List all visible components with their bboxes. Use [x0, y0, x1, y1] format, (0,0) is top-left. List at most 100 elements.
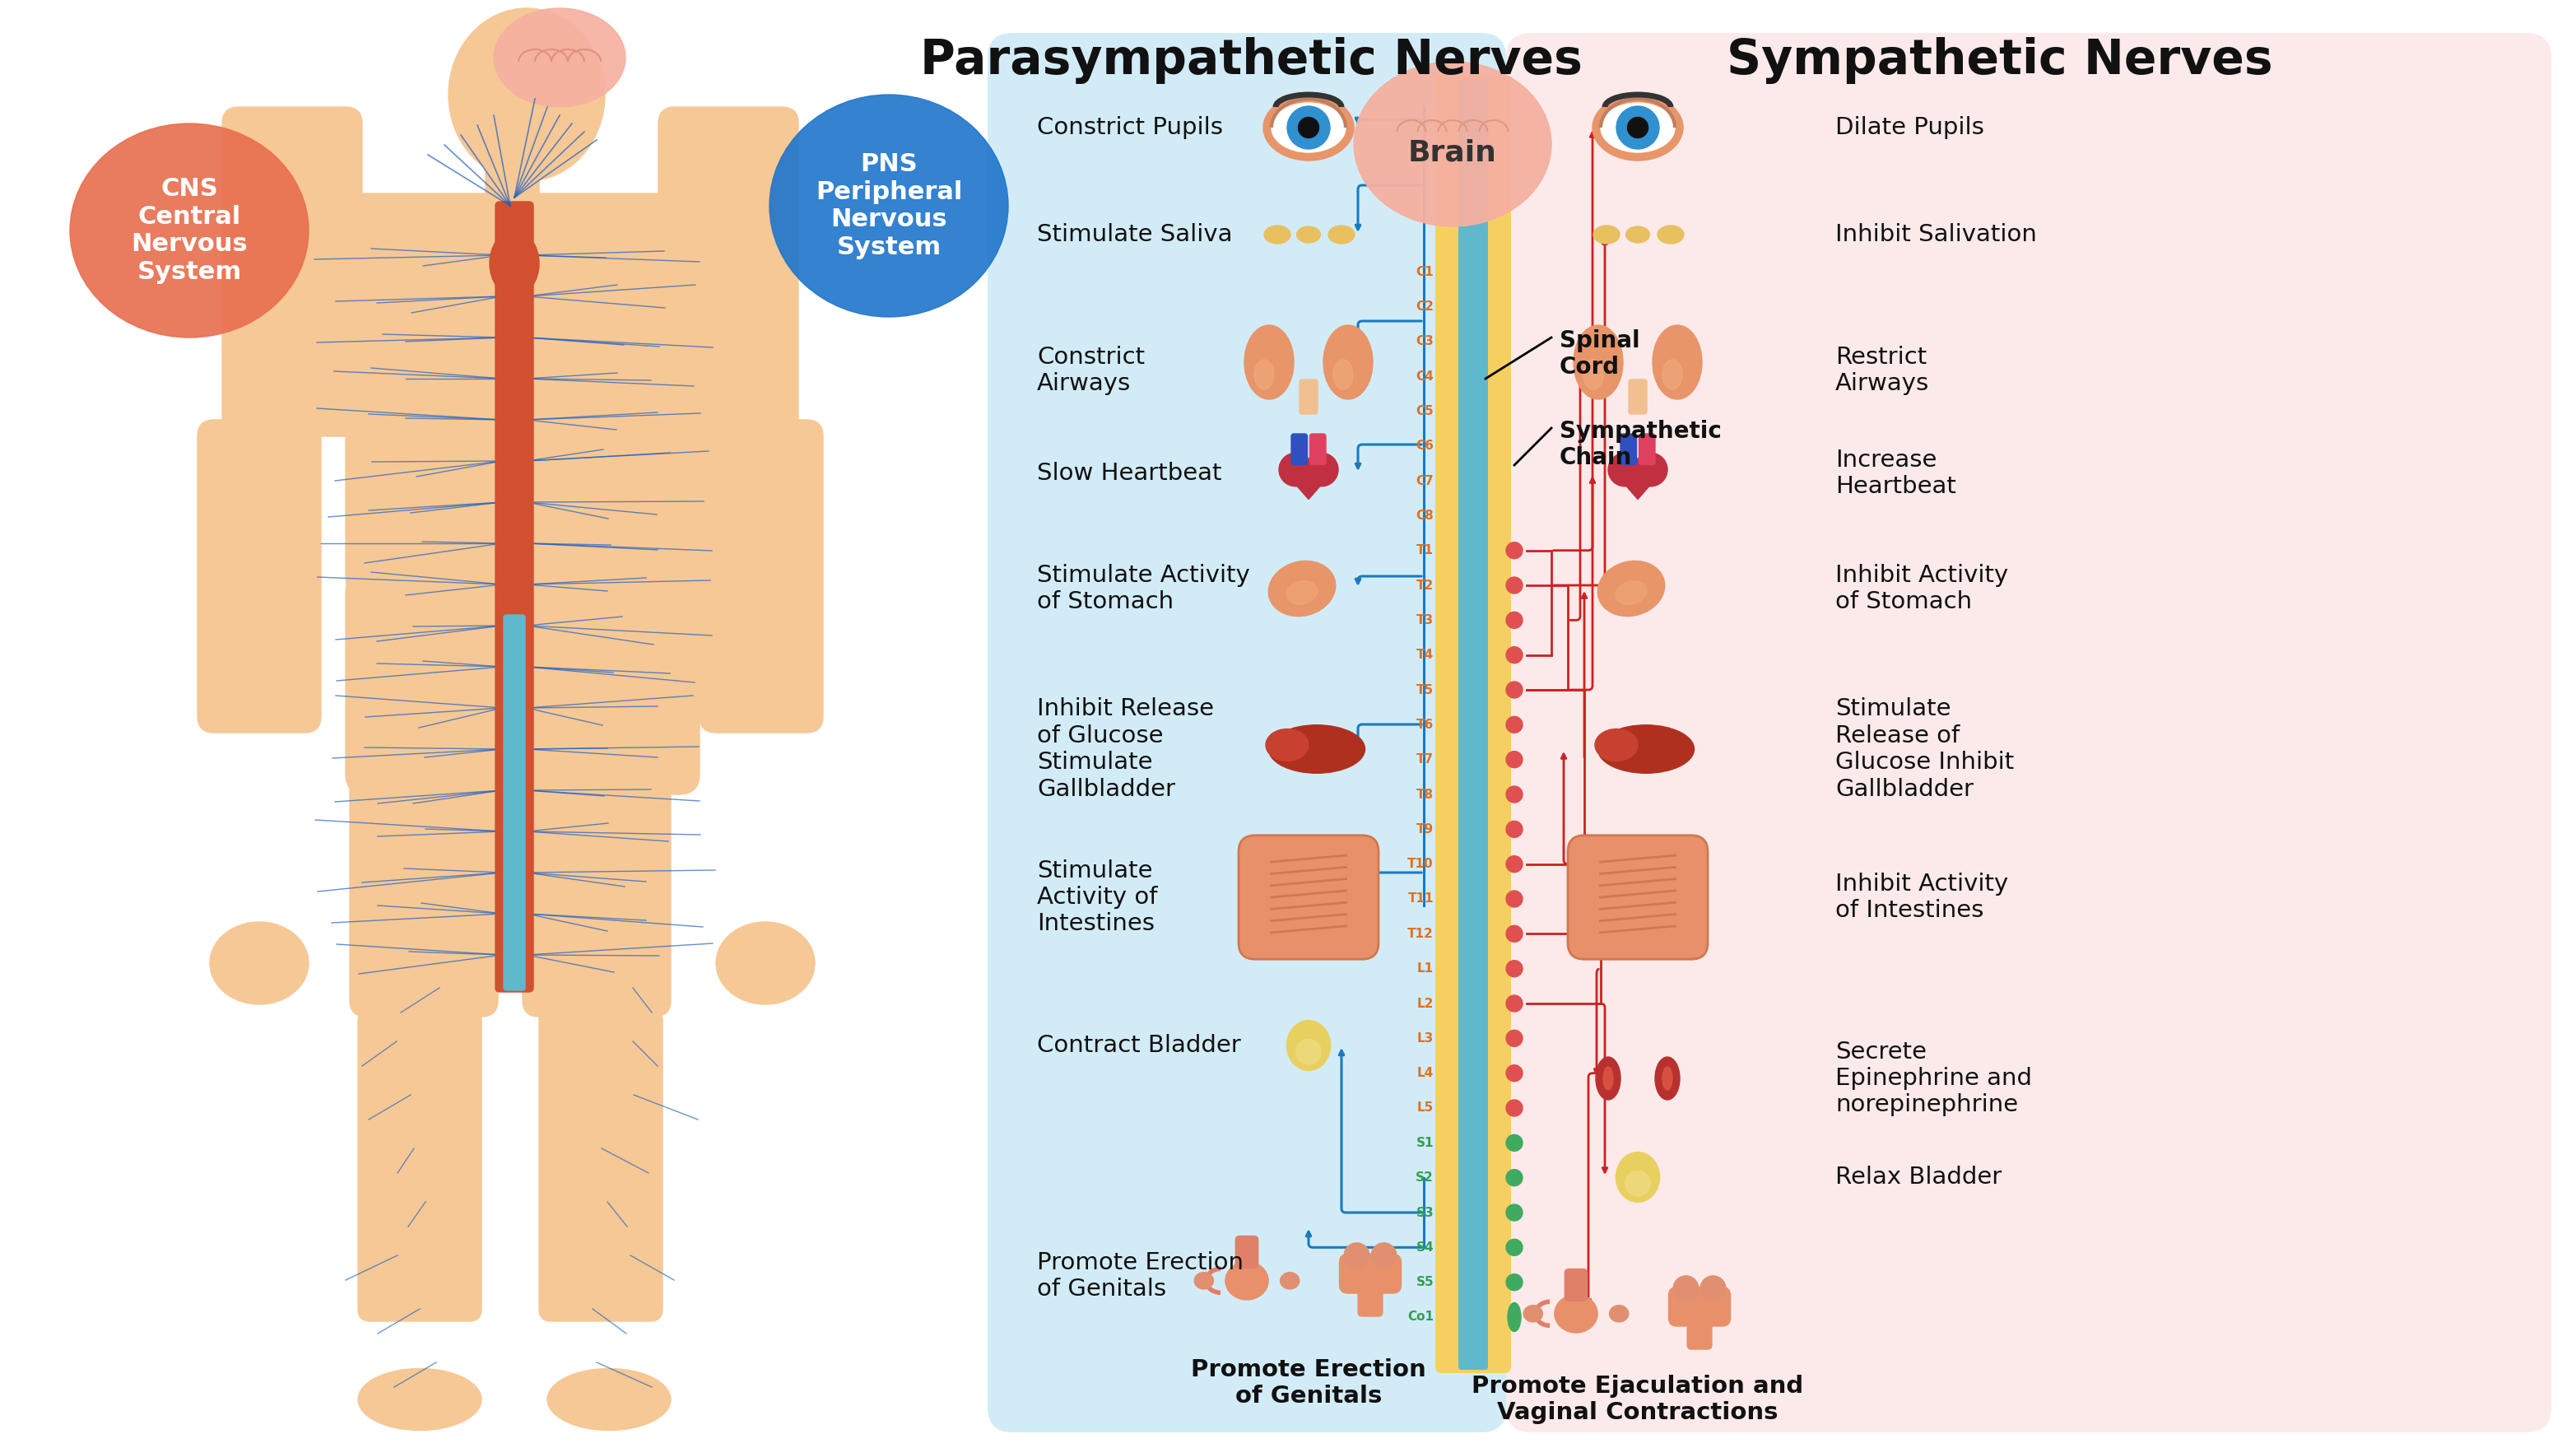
- Ellipse shape: [1285, 581, 1316, 604]
- Text: C2: C2: [1417, 300, 1435, 313]
- Ellipse shape: [1610, 1305, 1628, 1322]
- Text: C4: C4: [1417, 371, 1435, 382]
- Ellipse shape: [1602, 1067, 1613, 1090]
- Text: Sympathetic
Chain: Sympathetic Chain: [1558, 420, 1721, 469]
- Circle shape: [1507, 1135, 1522, 1151]
- Circle shape: [1674, 1276, 1698, 1302]
- Text: Promote Erection
of Genitals: Promote Erection of Genitals: [1038, 1251, 1244, 1300]
- Ellipse shape: [1280, 1273, 1298, 1289]
- FancyBboxPatch shape: [1435, 75, 1512, 1373]
- Text: L2: L2: [1417, 998, 1435, 1009]
- Ellipse shape: [489, 230, 538, 297]
- FancyBboxPatch shape: [345, 572, 701, 795]
- Ellipse shape: [1195, 1273, 1213, 1289]
- FancyBboxPatch shape: [222, 107, 363, 436]
- Text: Increase
Heartbeat: Increase Heartbeat: [1834, 449, 1955, 498]
- Ellipse shape: [1265, 226, 1291, 243]
- FancyBboxPatch shape: [1687, 1312, 1713, 1350]
- Circle shape: [1700, 1276, 1726, 1302]
- Text: L1: L1: [1417, 963, 1435, 975]
- Ellipse shape: [1255, 359, 1275, 390]
- Polygon shape: [1613, 469, 1664, 500]
- Circle shape: [1306, 453, 1337, 487]
- Text: Spinal
Cord: Spinal Cord: [1558, 329, 1641, 379]
- Circle shape: [1507, 1239, 1522, 1255]
- Ellipse shape: [1656, 226, 1685, 243]
- Text: Relax Bladder: Relax Bladder: [1834, 1166, 2002, 1189]
- Circle shape: [1507, 613, 1522, 628]
- Text: T11: T11: [1406, 893, 1435, 905]
- Text: Constrict Pupils: Constrict Pupils: [1038, 116, 1224, 139]
- Circle shape: [1507, 1170, 1522, 1186]
- Circle shape: [1507, 647, 1522, 663]
- Ellipse shape: [1625, 226, 1649, 243]
- Ellipse shape: [1296, 226, 1321, 243]
- Circle shape: [1628, 117, 1649, 138]
- Ellipse shape: [1662, 359, 1682, 390]
- Circle shape: [1507, 752, 1522, 767]
- Circle shape: [1507, 717, 1522, 733]
- Text: Stimulate
Activity of
Intestines: Stimulate Activity of Intestines: [1038, 859, 1157, 935]
- Text: C3: C3: [1417, 334, 1435, 348]
- FancyBboxPatch shape: [505, 615, 526, 990]
- FancyBboxPatch shape: [330, 201, 711, 350]
- Circle shape: [1507, 1205, 1522, 1221]
- Ellipse shape: [1273, 103, 1345, 152]
- FancyBboxPatch shape: [495, 201, 533, 992]
- Ellipse shape: [1296, 1040, 1321, 1064]
- FancyBboxPatch shape: [1309, 434, 1327, 465]
- Ellipse shape: [1654, 1057, 1680, 1100]
- Text: T3: T3: [1417, 614, 1435, 627]
- FancyBboxPatch shape: [1340, 1254, 1401, 1293]
- Ellipse shape: [1522, 1305, 1543, 1322]
- Text: L5: L5: [1417, 1102, 1435, 1114]
- Circle shape: [1345, 1242, 1370, 1268]
- Text: T5: T5: [1417, 683, 1435, 696]
- Ellipse shape: [716, 922, 814, 1005]
- FancyBboxPatch shape: [523, 670, 670, 1016]
- Text: T8: T8: [1417, 788, 1435, 801]
- FancyBboxPatch shape: [1638, 434, 1654, 465]
- Text: Contract Bladder: Contract Bladder: [1038, 1034, 1242, 1057]
- FancyBboxPatch shape: [345, 194, 701, 597]
- Ellipse shape: [1285, 1021, 1329, 1070]
- Circle shape: [1507, 925, 1522, 943]
- FancyBboxPatch shape: [1236, 1237, 1257, 1268]
- Ellipse shape: [209, 922, 309, 1005]
- Text: C6: C6: [1417, 440, 1435, 452]
- Text: Promote Erection
of Genitals: Promote Erection of Genitals: [1190, 1358, 1427, 1407]
- Ellipse shape: [1595, 1057, 1620, 1100]
- Ellipse shape: [1600, 103, 1674, 152]
- Ellipse shape: [1615, 1153, 1659, 1202]
- Circle shape: [1288, 106, 1329, 149]
- Text: L4: L4: [1417, 1067, 1435, 1079]
- Circle shape: [1507, 821, 1522, 837]
- Circle shape: [1507, 578, 1522, 594]
- Text: S4: S4: [1417, 1241, 1435, 1254]
- FancyBboxPatch shape: [198, 420, 322, 733]
- Text: C8: C8: [1417, 510, 1435, 521]
- Ellipse shape: [1262, 94, 1355, 161]
- Circle shape: [1507, 682, 1522, 698]
- FancyBboxPatch shape: [484, 136, 538, 197]
- Ellipse shape: [1267, 560, 1334, 617]
- Text: S1: S1: [1417, 1137, 1435, 1150]
- Text: T7: T7: [1417, 753, 1435, 766]
- FancyBboxPatch shape: [659, 107, 799, 436]
- Ellipse shape: [1595, 728, 1638, 762]
- Text: Stimulate Saliva: Stimulate Saliva: [1038, 223, 1231, 246]
- Circle shape: [1370, 1242, 1396, 1268]
- Circle shape: [1507, 1100, 1522, 1116]
- Text: L3: L3: [1417, 1032, 1435, 1044]
- Text: T9: T9: [1417, 822, 1435, 835]
- Ellipse shape: [1597, 725, 1695, 773]
- Ellipse shape: [1329, 226, 1355, 243]
- Circle shape: [1615, 106, 1659, 149]
- Ellipse shape: [546, 1368, 670, 1431]
- Text: T2: T2: [1417, 579, 1435, 591]
- Text: Stimulate Activity
of Stomach: Stimulate Activity of Stomach: [1038, 563, 1249, 614]
- FancyBboxPatch shape: [1569, 835, 1708, 959]
- Circle shape: [1507, 786, 1522, 802]
- FancyBboxPatch shape: [1291, 434, 1309, 465]
- Text: Inhibit Activity
of Stomach: Inhibit Activity of Stomach: [1834, 563, 2009, 614]
